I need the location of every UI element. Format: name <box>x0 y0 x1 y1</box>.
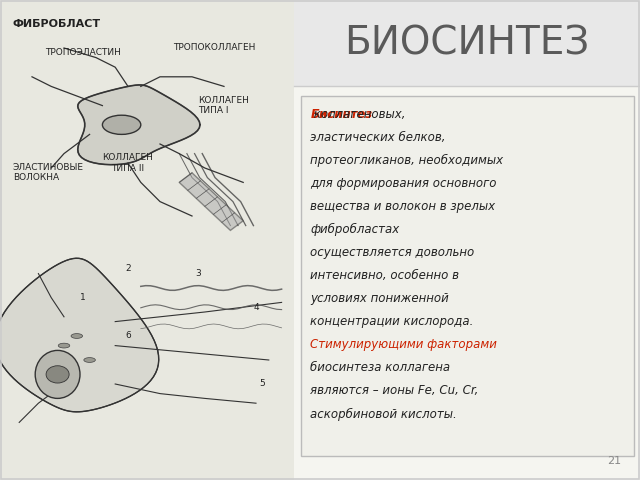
Text: фибробластах: фибробластах <box>310 223 399 236</box>
Text: являются – ионы Fe, Cu, Cr,: являются – ионы Fe, Cu, Cr, <box>310 384 479 397</box>
Text: ЭЛАСТИНОВЫЕ
ВОЛОКНА: ЭЛАСТИНОВЫЕ ВОЛОКНА <box>13 163 84 182</box>
Text: Бисинтез: Бисинтез <box>310 108 372 121</box>
FancyBboxPatch shape <box>294 0 640 86</box>
Ellipse shape <box>102 115 141 134</box>
Text: 5: 5 <box>260 380 265 388</box>
Text: аскорбиновой кислоты.: аскорбиновой кислоты. <box>310 408 457 420</box>
Text: коллагеновых,: коллагеновых, <box>310 108 406 121</box>
Polygon shape <box>179 173 243 230</box>
Text: 6: 6 <box>125 332 131 340</box>
Polygon shape <box>78 85 200 165</box>
Ellipse shape <box>71 334 83 338</box>
Text: концентрации кислорода.: концентрации кислорода. <box>310 315 474 328</box>
Text: эластических белков,: эластических белков, <box>310 131 446 144</box>
Ellipse shape <box>58 343 70 348</box>
Ellipse shape <box>35 350 80 398</box>
Text: условиях пониженной: условиях пониженной <box>310 292 449 305</box>
Text: интенсивно, особенно в: интенсивно, особенно в <box>310 269 460 282</box>
Text: ТРОПОКОЛЛАГЕН: ТРОПОКОЛЛАГЕН <box>173 44 255 52</box>
Text: вещества и волокон в зрелых: вещества и волокон в зрелых <box>310 200 495 213</box>
FancyBboxPatch shape <box>301 96 634 456</box>
Text: протеогликанов, необходимых: протеогликанов, необходимых <box>310 154 504 167</box>
FancyBboxPatch shape <box>0 0 294 480</box>
Text: 2: 2 <box>125 264 131 273</box>
Text: Стимулирующими факторами: Стимулирующими факторами <box>310 338 497 351</box>
Text: КОЛЛАГЕН
ТИПА II: КОЛЛАГЕН ТИПА II <box>102 154 154 173</box>
Circle shape <box>46 366 69 383</box>
Text: 3: 3 <box>196 269 201 278</box>
Ellipse shape <box>84 358 95 362</box>
Text: 1: 1 <box>81 293 86 302</box>
Text: ТРОПОЭЛАСТИН: ТРОПОЭЛАСТИН <box>45 48 121 57</box>
Text: БИОСИНТЕЗ: БИОСИНТЕЗ <box>344 24 590 62</box>
Text: осуществляется довольно: осуществляется довольно <box>310 246 475 259</box>
Text: ФИБРОБЛАСТ: ФИБРОБЛАСТ <box>13 19 101 29</box>
Polygon shape <box>0 258 159 412</box>
Text: биосинтеза коллагена: биосинтеза коллагена <box>310 361 451 374</box>
Text: 4: 4 <box>253 303 259 312</box>
Text: КОЛЛАГЕН
ТИПА I: КОЛЛАГЕН ТИПА I <box>198 96 249 115</box>
Text: для формирования основного: для формирования основного <box>310 177 497 190</box>
Text: 21: 21 <box>607 456 621 466</box>
FancyBboxPatch shape <box>294 0 640 480</box>
